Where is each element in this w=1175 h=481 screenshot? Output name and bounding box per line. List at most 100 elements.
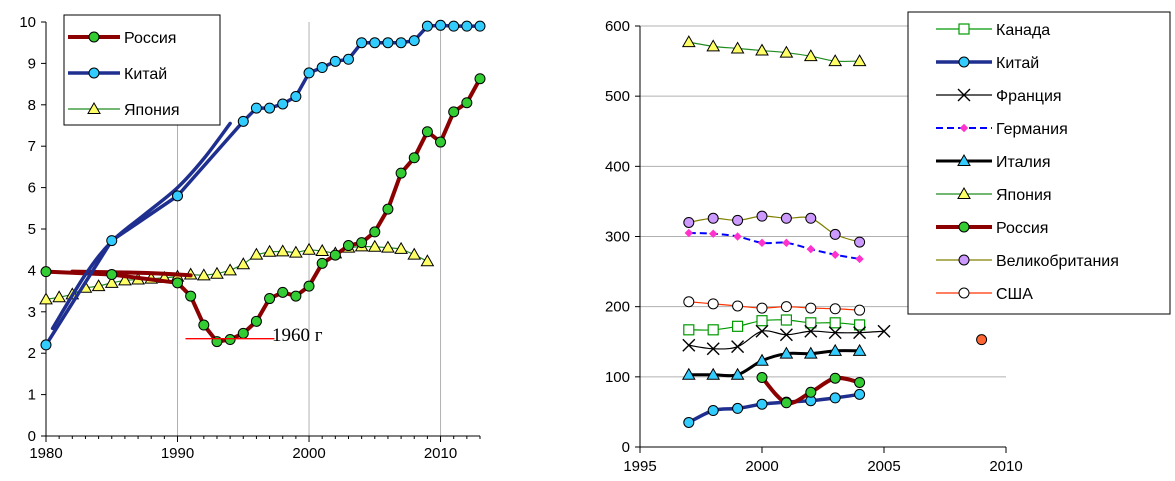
data-point-1-7-2 xyxy=(732,214,744,226)
data-point-0-0-13 xyxy=(316,257,328,269)
legend-label-1-5: Япония xyxy=(996,187,1052,204)
y-tick-label-1: 1 xyxy=(28,387,36,404)
chart-right: 1995 2000 2005 2010 0 100 200 300 400 500 600 Канад… xyxy=(605,11,1171,475)
data-point-1-0-7 xyxy=(853,319,866,331)
data-point-0-2-21 xyxy=(315,243,330,256)
data-point-0-0-2 xyxy=(172,277,184,289)
y-tick-label-r-2: 200 xyxy=(605,299,630,316)
data-point-1-2-8 xyxy=(877,324,891,338)
data-point-0-2-14 xyxy=(223,263,237,276)
x-tick-label-r-3: 2010 xyxy=(989,458,1022,475)
legend-label-0-0: Россия xyxy=(124,30,176,47)
data-point-1-8-4 xyxy=(780,301,792,313)
legend-marker-0-0 xyxy=(88,31,100,43)
y-tick-label-2: 2 xyxy=(28,345,36,362)
data-point-0-1-8 xyxy=(303,67,315,79)
data-point-0-1-9 xyxy=(316,62,328,74)
data-point-1-4-3 xyxy=(755,353,769,366)
data-point-0-1-13 xyxy=(369,37,381,49)
y-tick-label-r-6: 600 xyxy=(605,18,630,35)
data-point-1-6-4 xyxy=(854,376,866,388)
series-1-5 xyxy=(681,35,867,67)
data-point-1-0-2 xyxy=(731,320,744,332)
data-point-0-2-20 xyxy=(302,242,316,255)
data-point-0-2-12 xyxy=(196,268,211,281)
y-tick-label-4: 4 xyxy=(28,262,36,279)
data-point-0-0-17 xyxy=(369,226,381,238)
data-point-1-2-7 xyxy=(853,326,867,340)
data-point-0-1-2 xyxy=(172,190,184,202)
data-point-0-1-18 xyxy=(435,19,447,31)
data-point-0-1-19 xyxy=(448,20,460,32)
data-point-1-1-7 xyxy=(854,388,866,400)
data-point-1-6-2 xyxy=(805,386,817,398)
y-tick-label-r-1: 100 xyxy=(605,369,630,386)
legend-label-0-2: Япония xyxy=(124,102,180,119)
data-point-0-2-5 xyxy=(104,275,119,288)
data-point-1-4-2 xyxy=(730,367,745,380)
data-point-0-1-1 xyxy=(106,235,118,247)
legend-label-1-0: Канада xyxy=(996,22,1050,39)
series-1-6 xyxy=(756,372,866,409)
data-point-0-2-6 xyxy=(118,273,132,286)
data-point-0-0-15 xyxy=(342,240,354,252)
data-point-0-2-29 xyxy=(420,254,435,267)
data-point-1-5-4 xyxy=(779,45,794,58)
y-tick-label-7: 7 xyxy=(28,138,36,155)
y-tick-label-3: 3 xyxy=(28,304,36,321)
legend-label-1-8: США xyxy=(996,286,1033,303)
legend-label-1-2: Франция xyxy=(996,88,1062,105)
data-point-0-0-12 xyxy=(303,280,315,292)
data-point-1-3-5 xyxy=(806,244,816,254)
data-point-1-5-7 xyxy=(852,54,867,67)
data-point-0-0-4 xyxy=(198,319,210,331)
y-tick-label-8: 8 xyxy=(28,97,36,114)
data-point-0-1-15 xyxy=(395,37,407,49)
data-point-0-2-27 xyxy=(394,241,408,254)
data-point-0-1-10 xyxy=(329,55,341,67)
data-point-1-5-5 xyxy=(803,49,818,62)
data-point-1-8-2 xyxy=(732,300,744,312)
trend-line-0-1 xyxy=(50,121,232,331)
data-point-1-0-4 xyxy=(780,314,793,326)
y-tick-label-0: 0 xyxy=(28,428,36,445)
y-tick-label-9: 9 xyxy=(28,55,36,72)
series-0-1 xyxy=(40,19,486,351)
chart-left: 1980 1990 2000 2010 0 1 2 3 4 5 6 7 8 9 10 1960 г Россия… xyxy=(19,14,486,462)
data-point-1-8-6 xyxy=(829,303,841,315)
data-point-0-0-25 xyxy=(474,73,486,85)
data-point-1-2-3 xyxy=(755,324,769,338)
x-tick-label-r-0: 1995 xyxy=(623,458,656,475)
data-point-1-8-1 xyxy=(707,298,719,310)
data-point-1-4-7 xyxy=(852,343,867,356)
x-tick-label-1: 1990 xyxy=(161,445,194,462)
legend-marker-1-8 xyxy=(958,287,970,299)
data-point-0-1-6 xyxy=(277,98,289,110)
data-point-0-0-9 xyxy=(264,293,276,305)
data-point-0-1-21 xyxy=(474,20,486,32)
data-point-1-7-0 xyxy=(683,216,695,228)
data-point-1-0-5 xyxy=(805,317,817,329)
data-point-1-7-7 xyxy=(854,236,866,248)
y-tick-label-r-3: 300 xyxy=(605,229,630,246)
data-point-0-0-10 xyxy=(277,286,289,298)
data-point-0-1-0 xyxy=(40,339,52,351)
legend-marker-0-1 xyxy=(88,67,100,79)
data-point-0-0-3 xyxy=(185,290,197,302)
data-point-0-0-24 xyxy=(461,97,473,109)
data-point-0-0-0 xyxy=(40,266,52,278)
data-point-0-2-26 xyxy=(381,240,395,253)
data-point-1-5-0 xyxy=(681,35,696,48)
data-point-1-1-2 xyxy=(732,402,744,414)
data-point-1-2-2 xyxy=(731,340,745,354)
data-point-1-0-6 xyxy=(829,317,841,329)
legend-marker-1-6 xyxy=(958,221,970,233)
data-point-1-8-3 xyxy=(756,302,768,314)
legend-marker-1-1 xyxy=(958,56,970,68)
series-1-0 xyxy=(683,314,866,336)
x-tick-label-0: 1980 xyxy=(29,445,62,462)
data-point-0-2-1 xyxy=(52,290,67,303)
y-tick-label-r-5: 500 xyxy=(605,88,630,105)
data-point-1-2-5 xyxy=(804,324,818,338)
